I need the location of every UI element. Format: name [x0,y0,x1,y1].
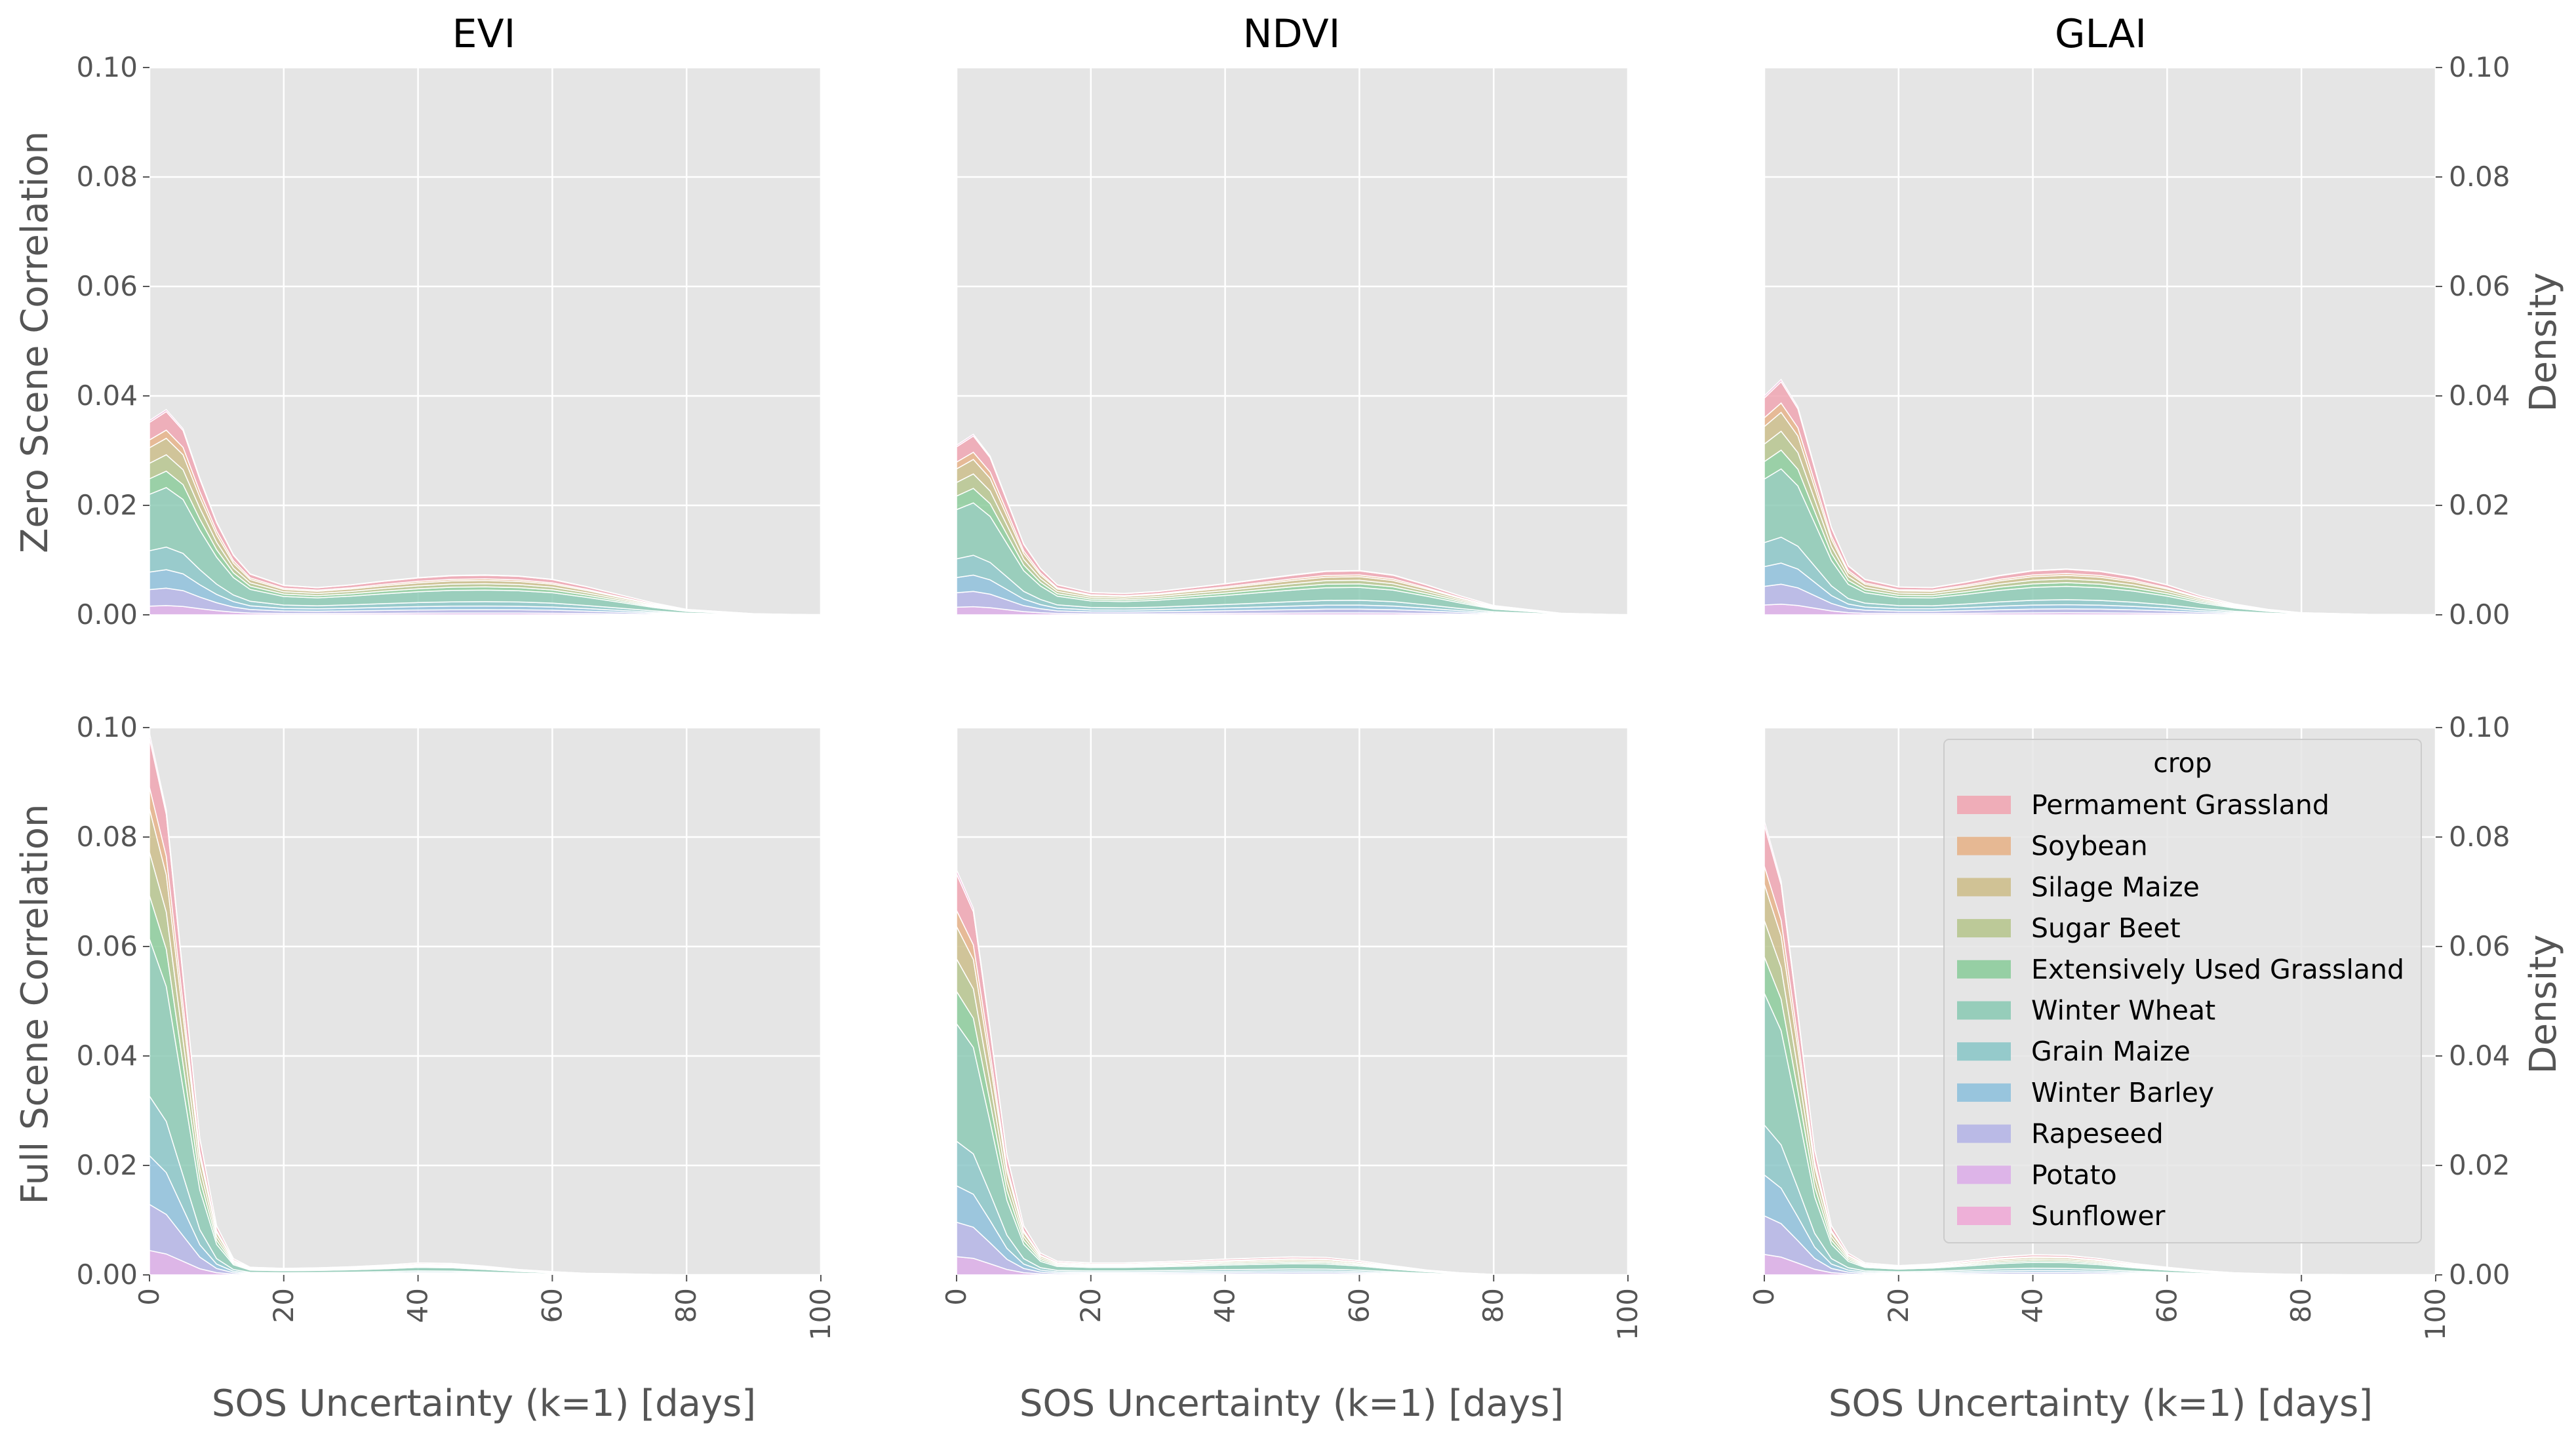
y-tick-label: 0.00 [76,1259,138,1291]
panel-evi-zero: 0.00 0.02 0.04 0.06 0.08 0.10 [76,51,822,631]
legend-label-permament-grassland: Permament Grassland [2031,789,2329,821]
column-title-ndvi: NDVI [1243,11,1341,57]
legend-swatch-winter-barley [1957,1083,2011,1102]
x-label-evi: SOS Uncertainty (k=1) [days] [212,1382,756,1425]
x-tick-label: 40 [402,1288,434,1323]
row-label-zero-scene: Zero Scene Correlation [14,131,56,553]
x-tick-label: 100 [1612,1288,1644,1340]
x-tick-label: 80 [670,1288,702,1323]
right-label-density-top: Density [2522,273,2565,412]
y-tick-label: 0.04 [76,1040,138,1072]
figure-labels: EVI NDVI GLAI Zero Scene Correlation Ful… [14,11,2565,1425]
y-tick-label: 0.02 [76,489,138,521]
x-tick-label: 20 [1075,1288,1107,1323]
legend-label-sugar-beet: Sugar Beet [2031,912,2181,944]
y-tick-label: 0.00 [76,598,138,631]
x-tick-label: 100 [2419,1288,2451,1340]
legend-swatch-rapeseed [1957,1124,2011,1143]
legend-swatch-silage-maize [1957,878,2011,897]
legend: crop Permament Grassland Soybean Silage Ma… [1943,739,2422,1243]
plot-background [149,68,821,615]
y-tick-label-right: 0.10 [2449,711,2510,743]
y-tick-label-right: 0.06 [2449,930,2510,962]
legend-label-grain-maize: Grain Maize [2031,1036,2190,1067]
y-tick-label: 0.08 [76,161,138,193]
panel-ndvi-full: 0 20 40 60 80 100 [940,726,1644,1340]
x-label-ndvi: SOS Uncertainty (k=1) [days] [1020,1382,1564,1425]
x-tick-label: 20 [268,1288,300,1323]
x-tick-label: 0 [940,1288,972,1306]
x-tick-label: 0 [133,1288,165,1306]
right-label-density-bottom: Density [2522,935,2565,1074]
y-tick-label-right: 0.00 [2449,1259,2510,1291]
x-label-glai: SOS Uncertainty (k=1) [days] [1829,1382,2373,1425]
legend-swatch-extensively-used-grassland [1957,960,2011,979]
panel-ndvi-zero [955,66,1629,616]
legend-label-winter-barley: Winter Barley [2031,1077,2214,1108]
x-tick-label: 40 [2017,1288,2049,1323]
y-tick-label-right: 0.08 [2449,161,2510,193]
legend-label-rapeseed: Rapeseed [2031,1118,2164,1150]
legend-swatch-grain-maize [1957,1042,2011,1061]
legend-label-sunflower: Sunflower [2031,1200,2166,1232]
legend-label-potato: Potato [2031,1159,2117,1190]
y-tick-label: 0.10 [76,51,138,83]
panel-glai-zero: 0.00 0.02 0.04 0.06 0.08 0.10 [1763,51,2510,631]
y-tick-label: 0.06 [76,270,138,302]
y-tick-label: 0.02 [76,1149,138,1181]
x-tick-label: 80 [1477,1288,1509,1323]
legend-swatch-permament-grassland [1957,796,2011,814]
y-tick-label: 0.04 [76,380,138,412]
area-sunflower [149,733,821,1276]
y-tick-label-right: 0.06 [2449,270,2510,302]
x-tick-label: 100 [804,1288,837,1340]
x-tick-label: 60 [1343,1288,1375,1323]
y-tick-label: 0.06 [76,930,138,962]
legend-swatch-potato [1957,1165,2011,1184]
area-sunflower [1764,378,2436,615]
x-tick-label: 40 [1209,1288,1241,1323]
x-tick-label: 80 [2285,1288,2317,1323]
row-label-full-scene: Full Scene Correlation [14,804,56,1205]
legend-box [1943,739,2422,1243]
y-tick-label: 0.10 [76,711,138,743]
y-tick-label-right: 0.04 [2449,380,2510,412]
area-sunflower [956,433,1629,615]
panel-evi-full: 0.00 0.02 0.04 0.06 0.08 0.10 0 20 40 60 80 100 [76,711,837,1340]
legend-swatch-sunflower [1957,1207,2011,1225]
y-tick-label-right: 0.02 [2449,1149,2510,1181]
column-title-evi: EVI [452,11,516,57]
y-tick-label-right: 0.04 [2449,1040,2510,1072]
legend-swatch-sugar-beet [1957,919,2011,938]
y-tick-label-right: 0.02 [2449,489,2510,521]
legend-label-winter-wheat: Winter Wheat [2031,995,2215,1026]
legend-title: crop [2153,747,2212,779]
legend-label-silage-maize: Silage Maize [2031,871,2200,903]
legend-swatch-winter-wheat [1957,1001,2011,1020]
legend-label-extensively-used-grassland: Extensively Used Grassland [2031,954,2404,985]
area-sunflower [1764,820,2436,1276]
y-tick-label: 0.08 [76,821,138,853]
legend-label-soybean: Soybean [2031,830,2148,862]
area-sunflower [149,408,822,615]
x-tick-label: 0 [1748,1288,1780,1306]
area-sunflower [956,869,1628,1276]
plot-background [1764,68,2436,615]
y-tick-label-right: 0.08 [2449,821,2510,853]
x-tick-label: 60 [2150,1288,2183,1323]
legend-swatch-soybean [1957,836,2011,855]
plot-background [149,728,821,1275]
plot-background [957,68,1628,615]
y-tick-label-right: 0.10 [2449,51,2510,83]
plot-background [957,728,1628,1275]
y-tick-label-right: 0.00 [2449,598,2510,631]
legend-items: Permament Grassland Soybean Silage Maize Su… [1957,789,2404,1232]
column-title-glai: GLAI [2055,11,2147,57]
x-tick-label: 60 [536,1288,568,1323]
x-tick-label: 20 [1882,1288,1914,1323]
